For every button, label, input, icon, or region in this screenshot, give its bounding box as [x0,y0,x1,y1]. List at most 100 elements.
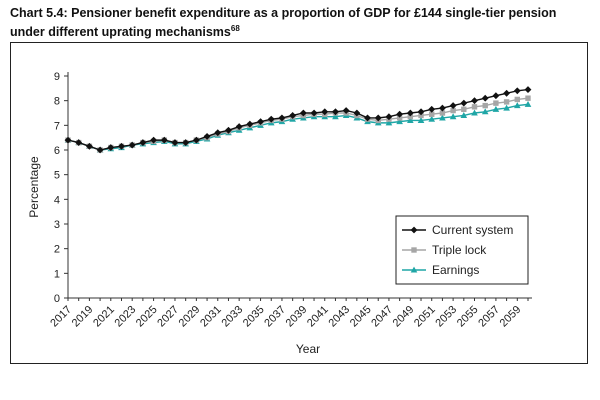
x-tick-label: 2037 [262,304,288,330]
data-point-earnings [449,113,457,120]
y-tick-label: 7 [54,120,60,132]
data-point-current-system [332,108,339,116]
x-tick-label: 2021 [91,304,117,330]
data-point-current-system [342,107,350,114]
x-tick-label: 2041 [305,304,331,330]
data-point-current-system [438,104,446,112]
data-point-current-system [492,92,500,100]
y-tick-label: 5 [54,170,60,182]
data-point-triple-lock [525,95,531,101]
x-tick-label: 2027 [155,304,181,330]
data-point-triple-lock [493,100,499,106]
y-axis: 0 1 2 3 4 5 6 7 8 9 [54,71,69,305]
data-point-current-system [374,114,382,122]
data-point-current-system [171,139,179,147]
legend-label: Earnings [432,263,479,277]
data-point-current-system [524,86,532,93]
data-point-current-system [503,89,511,97]
data-point-earnings [524,100,532,107]
series-line-current-system [67,88,529,151]
legend-swatch-marker [411,247,417,253]
data-point-earnings [471,109,478,116]
data-point-current-system [139,139,147,147]
data-point-current-system [267,115,275,123]
data-point-current-system [118,142,125,150]
data-point-current-system [278,114,286,122]
data-point-current-system [192,136,200,144]
x-tick-label: 2035 [241,304,267,330]
y-tick-label: 9 [54,71,60,83]
y-tick-label: 2 [54,244,60,256]
data-point-triple-lock [503,99,510,105]
data-point-earnings [332,113,339,120]
x-tick-label: 2025 [134,304,160,330]
data-point-current-system [235,123,243,130]
legend-label: Current system [432,223,513,237]
data-point-current-system [428,105,436,113]
data-point-earnings [481,108,489,115]
data-point-current-system [107,144,115,151]
x-tick-label: 2019 [70,304,96,330]
legend-item-earnings: Earnings [402,263,479,277]
x-tick-label: 2039 [284,304,310,330]
x-tick-label: 2031 [198,304,224,330]
y-tick-label: 8 [54,96,60,108]
x-tick-label: 2017 [48,304,74,330]
data-point-current-system [310,109,318,117]
data-point-current-system [214,129,222,137]
data-point-current-system [321,108,329,116]
data-point-current-system [299,109,307,117]
x-tick-label: 2057 [476,304,502,330]
y-tick-label: 1 [54,268,60,280]
data-point-current-system [460,99,468,107]
x-axis-label: Year [296,342,320,356]
chart-title-text: Chart 5.4: Pensioner benefit expenditure… [10,6,557,40]
data-point-current-system [471,97,478,105]
data-point-earnings [513,102,521,109]
data-point-earnings [492,105,500,112]
data-point-current-system [385,113,393,121]
data-point-earnings [428,115,436,122]
legend-swatch-marker [410,226,418,234]
chart-title: Chart 5.4: Pensioner benefit expenditure… [10,6,590,40]
data-point-earnings [385,119,393,126]
data-point-current-system [64,136,72,144]
data-point-triple-lock [514,96,521,103]
data-point-current-system [246,120,254,128]
data-point-current-system [85,142,93,150]
title-footnote: 68 [230,24,240,33]
data-point-earnings [439,114,446,121]
data-point-current-system [96,146,104,154]
data-point-earnings [407,116,414,123]
series-current-system [64,86,532,154]
series-line-triple-lock [67,97,529,151]
legend-item-current-system: Current system [402,223,513,237]
legend-item-triple-lock: Triple lock [402,243,487,257]
x-tick-label: 2049 [391,304,417,330]
legend-label: Triple lock [432,243,487,257]
data-point-triple-lock [471,104,478,110]
y-tick-label: 4 [54,194,60,206]
data-point-current-system [449,102,457,110]
data-point-current-system [75,139,83,147]
data-point-triple-lock [461,106,467,113]
x-tick-label: 2045 [348,304,374,330]
data-point-current-system [364,114,371,122]
data-point-current-system [396,110,404,118]
data-point-current-system [150,136,158,144]
x-tick-label: 2059 [498,304,524,330]
legend-swatch-marker [410,266,418,273]
data-point-current-system [417,108,425,116]
x-tick-label: 2047 [369,304,395,330]
data-point-earnings [460,112,468,119]
data-point-earnings [396,118,403,125]
data-point-current-system [257,118,264,126]
data-point-current-system [406,109,414,117]
x-axis: 2017201920212023202520272029203120332035… [48,297,532,330]
x-tick-label: 2053 [433,304,459,330]
data-point-current-system [225,126,232,134]
data-point-current-system [128,141,136,149]
data-point-current-system [289,112,297,119]
data-point-triple-lock [482,102,488,109]
